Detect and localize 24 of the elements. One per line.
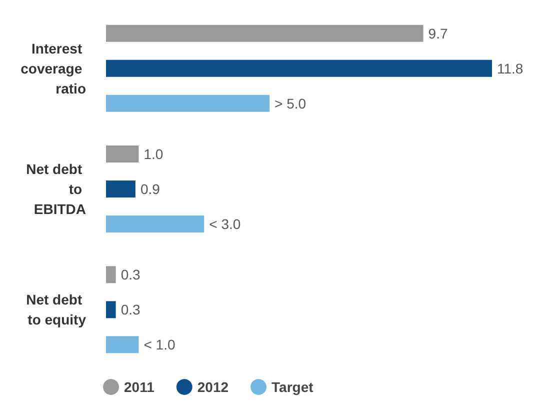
data-label: 9.7 — [428, 25, 448, 42]
data-label: 0.9 — [140, 181, 160, 197]
bar — [106, 180, 136, 198]
data-label: 1.0 — [144, 146, 164, 162]
legend-label: 2011 — [124, 379, 155, 395]
data-label: > 5.0 — [274, 95, 306, 112]
bar — [106, 94, 270, 112]
y-tick-label: Interest coverage ratio — [20, 40, 86, 96]
legend-label: 2012 — [197, 379, 229, 395]
bar — [106, 336, 139, 354]
bar — [106, 60, 492, 77]
data-label: < 3.0 — [209, 216, 241, 232]
y-tick-label: Net debt to equity — [26, 292, 86, 328]
bar — [106, 216, 204, 233]
data-label: 0.3 — [120, 302, 140, 318]
data-label: < 1.0 — [144, 336, 176, 353]
data-label: 0.3 — [120, 266, 140, 283]
bar — [106, 301, 116, 318]
data-label: 11.8 — [497, 60, 524, 76]
legend-label: Target — [272, 379, 314, 395]
y-tick-label: Net debt to EBITDA — [26, 161, 86, 217]
bar — [106, 145, 139, 162]
bar — [106, 266, 116, 284]
bar — [106, 24, 424, 42]
